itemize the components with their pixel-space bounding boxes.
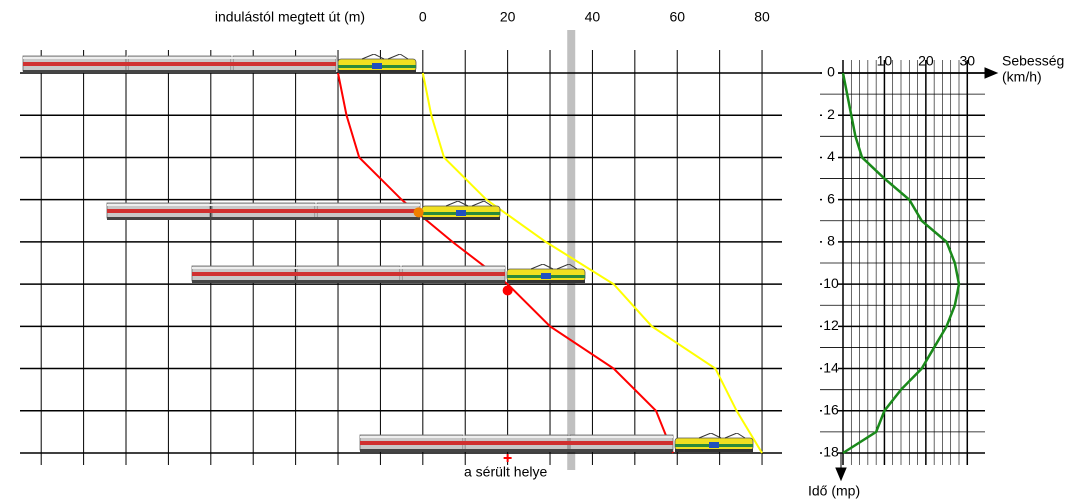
x-tick-label: 20	[500, 9, 516, 25]
axis-label: Sebesség	[1002, 53, 1064, 69]
y-tick-label: 16	[823, 401, 839, 417]
x-tick-label: 40	[585, 9, 601, 25]
y-tick-label: 14	[823, 359, 839, 375]
y-tick-label: 8	[827, 233, 835, 249]
train-illustration	[192, 264, 585, 283]
train-illustration	[360, 433, 753, 452]
distance-line	[338, 73, 673, 453]
chart-title: indulástól megtett út (m)	[215, 9, 365, 25]
y-tick-label: 18	[823, 444, 839, 460]
train-illustration	[107, 201, 500, 220]
x-tick-label: 0	[419, 9, 427, 25]
x-tick-label: 20	[918, 53, 934, 69]
y-tick-label: 10	[823, 275, 839, 291]
axis-arrow	[980, 68, 997, 78]
y-tick-label: 2	[827, 106, 835, 122]
x-tick-label: 60	[669, 9, 685, 25]
hazard-band	[567, 30, 575, 470]
annotation-marker	[504, 454, 512, 462]
y-tick-label: 4	[827, 148, 835, 164]
annotation: a sérült helye	[464, 464, 547, 480]
axis-label: (km/h)	[1002, 69, 1042, 85]
train-illustration	[23, 54, 416, 73]
y-tick-label: 6	[827, 190, 835, 206]
y-tick-label: 0	[827, 64, 835, 80]
diagram: 0 20 40 60 80 a sérült helye 10 20 30 0 2 4 6 8 10 12 14…	[0, 0, 1082, 502]
x-tick-label: 80	[754, 9, 770, 25]
x-tick-label: 10	[877, 53, 893, 69]
y-tick-label: 12	[823, 317, 839, 333]
x-tick-label: 30	[959, 53, 975, 69]
marker	[503, 285, 513, 295]
marker	[414, 207, 424, 217]
axis-label: Idő (mp)	[808, 483, 860, 499]
